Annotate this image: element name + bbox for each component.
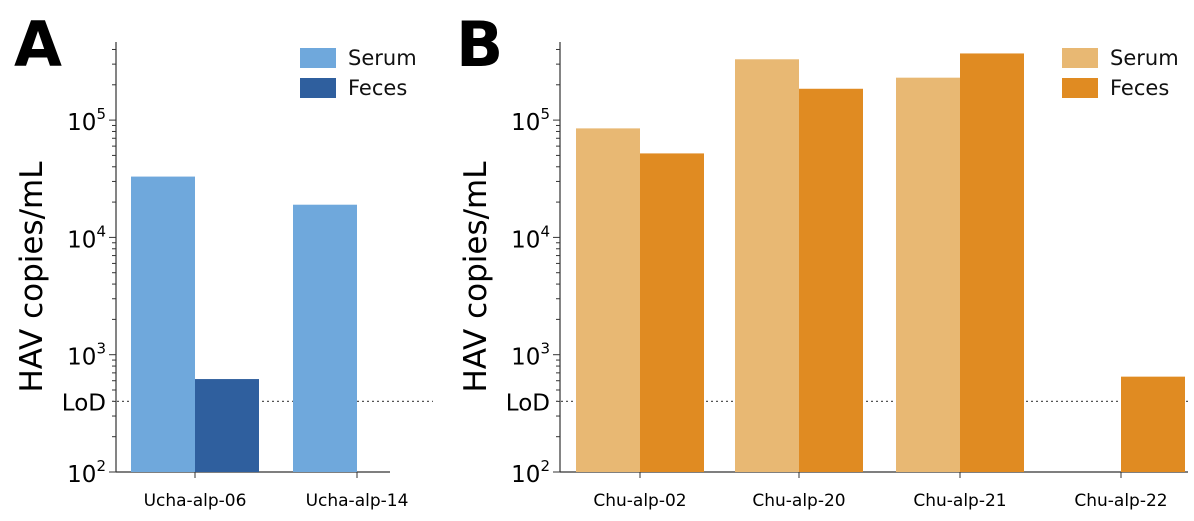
x-tick-label: Chu-alp-22 [1074,491,1167,511]
panel-letter: B [456,8,503,81]
x-tick-label: Chu-alp-02 [593,491,686,511]
bar-feces-chu-alp-21 [960,53,1024,472]
bar-serum-chu-alp-21 [896,77,960,473]
x-tick-label: Chu-alp-20 [752,491,845,511]
bar-feces-ucha-alp-06 [195,379,259,472]
x-tick-label: Chu-alp-21 [913,491,1006,511]
legend-swatch-serum [1062,48,1098,68]
y-tick-base: 10 [511,110,540,136]
bar-serum-ucha-alp-06 [131,176,195,472]
y-axis-label: HAV copies/mL [14,161,50,393]
y-tick-label: 104 [67,222,106,253]
legend-swatch-feces [300,78,336,98]
y-tick-label: 103 [67,340,106,371]
bar-serum-chu-alp-20 [735,59,799,472]
y-tick-exponent: 3 [96,340,106,358]
y-tick-label: 104 [511,222,550,253]
bar-feces-chu-alp-22 [1121,376,1185,472]
lod-label: LoD [506,390,550,416]
y-tick-base: 10 [511,462,540,488]
panel-letter: A [14,8,62,81]
bar-serum-ucha-alp-14 [293,204,357,472]
y-tick-exponent: 3 [540,340,550,358]
y-tick-exponent: 2 [540,457,550,475]
y-tick-label: 102 [67,457,106,488]
legend-label-feces: Feces [348,76,407,100]
y-tick-base: 10 [67,227,96,253]
y-tick-base: 10 [67,110,96,136]
bar-feces-chu-alp-02 [640,153,704,472]
y-tick-label: 105 [511,105,550,136]
legend-label-feces: Feces [1110,76,1169,100]
legend-swatch-serum [300,48,336,68]
y-tick-exponent: 5 [540,105,550,123]
y-tick-label: 103 [511,340,550,371]
bar-feces-chu-alp-20 [799,88,863,473]
y-tick-base: 10 [511,345,540,371]
y-tick-base: 10 [511,227,540,253]
x-tick-label: Ucha-alp-14 [306,491,409,511]
legend-label-serum: Serum [1110,46,1179,70]
y-tick-label: 105 [67,105,106,136]
y-tick-exponent: 4 [96,222,106,240]
y-tick-base: 10 [67,462,96,488]
y-tick-exponent: 2 [96,457,106,475]
legend-swatch-feces [1062,78,1098,98]
y-tick-label: 102 [511,457,550,488]
x-tick-label: Ucha-alp-06 [144,491,247,511]
y-axis-label: HAV copies/mL [458,161,494,393]
lod-label: LoD [62,390,106,416]
y-tick-base: 10 [67,345,96,371]
y-tick-exponent: 4 [540,222,550,240]
y-tick-exponent: 5 [96,105,106,123]
legend-label-serum: Serum [348,46,417,70]
bar-serum-chu-alp-02 [576,128,640,473]
